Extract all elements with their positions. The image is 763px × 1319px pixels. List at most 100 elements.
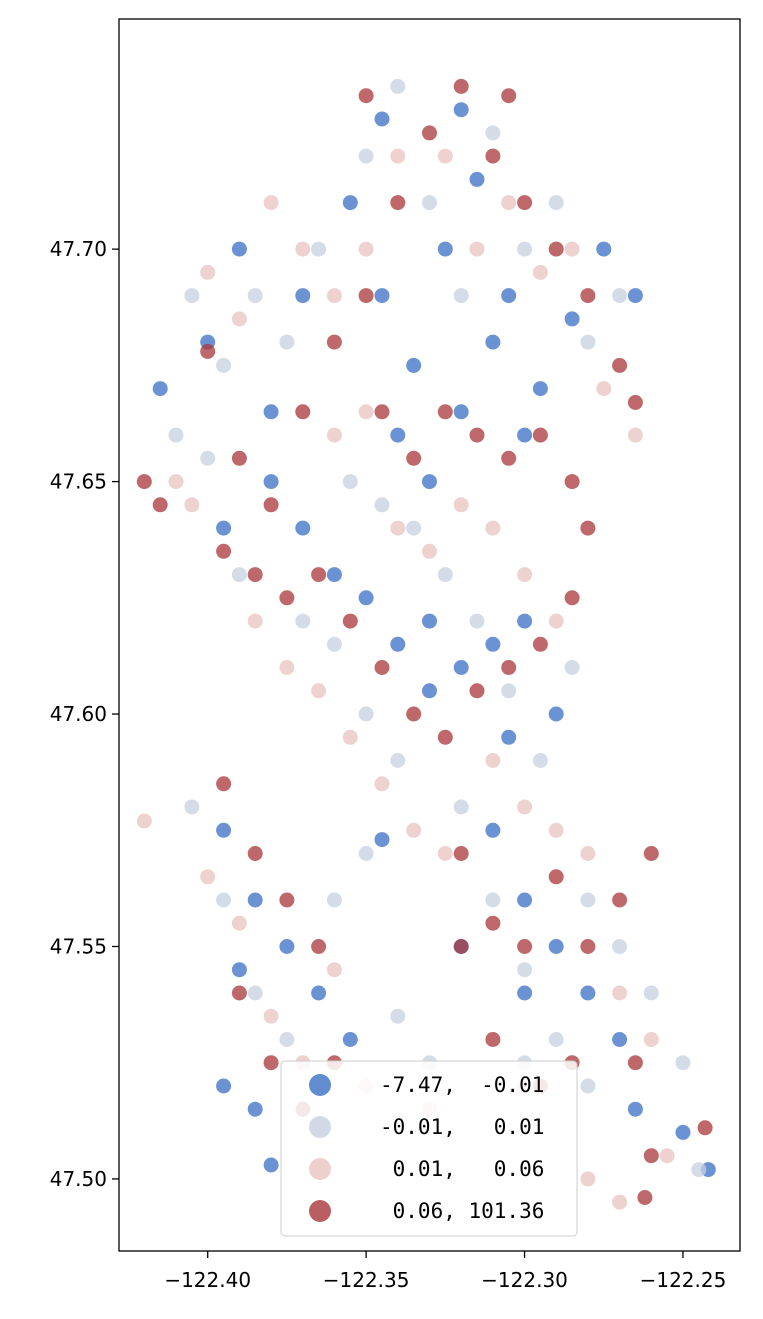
scatter-point-class-4 (469, 683, 485, 699)
scatter-point-class-2 (279, 1032, 295, 1047)
scatter-point-class-1 (295, 520, 311, 536)
scatter-point-class-3 (326, 962, 342, 978)
scatter-point-class-1 (295, 288, 311, 304)
scatter-point-class-4 (564, 590, 580, 606)
scatter-point-class-1 (485, 636, 501, 652)
scatter-point-class-2 (279, 334, 295, 350)
scatter-point-class-3 (168, 474, 184, 490)
scatter-point-class-3 (596, 381, 612, 397)
scatter-point-class-4 (453, 846, 469, 861)
scatter-point-class-1 (247, 1101, 263, 1117)
scatter-point-class-1 (216, 822, 232, 838)
scatter-point-class-2 (216, 892, 232, 908)
scatter-point-class-4 (612, 357, 628, 373)
scatter-point-class-2 (390, 753, 406, 768)
scatter-point-class-1 (485, 334, 501, 350)
scatter-point-class-4 (231, 450, 247, 466)
scatter-point-class-4 (453, 78, 469, 94)
scatter-point-class-4 (564, 474, 580, 490)
scatter-point-class-3 (200, 264, 216, 280)
scatter-point-class-4 (279, 892, 295, 908)
scatter-point-class-1 (548, 706, 564, 722)
scatter-point-class-2 (485, 892, 501, 908)
scatter-point-class-3 (659, 1148, 675, 1164)
scatter-point-class-1 (517, 985, 533, 1001)
scatter-point-class-1 (675, 1124, 691, 1140)
scatter-point-class-1 (263, 474, 279, 490)
scatter-point-class-4 (216, 776, 232, 792)
scatter-point-class-3 (564, 241, 580, 257)
scatter-point-class-2 (675, 1055, 691, 1071)
scatter-point-class-2 (469, 613, 485, 629)
scatter-point-class-2 (216, 357, 232, 373)
scatter-point-class-3 (485, 753, 501, 768)
x-tick-label: −122.40 (164, 1268, 251, 1292)
scatter-point-class-2 (580, 892, 596, 908)
scatter-point-class-4 (422, 125, 437, 141)
scatter-point-class-4 (627, 1055, 643, 1071)
scatter-point-class-1 (152, 381, 168, 397)
scatter-point-class-4 (501, 660, 517, 675)
scatter-point-class-4 (580, 939, 596, 954)
scatter-point-class-1 (231, 241, 247, 257)
scatter-point-class-4 (485, 915, 501, 931)
scatter-point-class-3 (136, 813, 152, 829)
y-tick-label: 47.70 (50, 237, 107, 261)
scatter-point-class-2 (184, 799, 200, 815)
scatter-point-class-3 (453, 497, 469, 513)
legend-marker-class-3 (309, 1158, 331, 1180)
scatter-point-class-1 (390, 636, 406, 652)
scatter-point-class-3 (612, 985, 628, 1001)
scatter-point-class-1 (311, 985, 327, 1001)
scatter-point-class-1 (453, 660, 469, 675)
scatter-point-class-4 (612, 892, 628, 908)
scatter-point-class-4 (342, 613, 358, 629)
legend-label-class-2: -0.01, 0.01 (380, 1115, 544, 1139)
scatter-point-class-3 (580, 846, 596, 861)
x-tick-label: −122.25 (640, 1268, 727, 1292)
scatter-point-class-4 (406, 450, 422, 466)
scatter-point-class-4 (532, 636, 548, 652)
scatter-point-class-3 (247, 613, 263, 629)
legend-label-class-1: -7.47, -0.01 (380, 1073, 544, 1097)
scatter-point-class-3 (263, 195, 279, 211)
scatter-point-class-2 (485, 125, 501, 141)
scatter-point-class-1 (517, 613, 533, 629)
scatter-point-class-1 (453, 102, 469, 118)
scatter-point-class-1 (216, 520, 232, 536)
scatter-point-class-3 (295, 241, 311, 257)
scatter-point-class-4 (548, 241, 564, 257)
scatter-point-class-2 (311, 241, 327, 257)
scatter-point-class-4 (374, 660, 390, 675)
scatter-point-class-1 (501, 729, 517, 745)
scatter-point-class-2 (358, 706, 374, 722)
scatter-point-class-1 (390, 427, 406, 443)
scatter-point-class-1 (485, 822, 501, 838)
scatter-point-class-2 (200, 450, 216, 466)
scatter-point-class-4 (231, 985, 247, 1001)
scatter-point-class-2 (453, 799, 469, 815)
scatter-point-class-4 (295, 404, 311, 420)
scatter-point-class-3 (184, 497, 200, 513)
scatter-point-class-2 (517, 962, 533, 978)
x-tick-label: −122.30 (481, 1268, 568, 1292)
scatter-point-class-3 (326, 288, 342, 304)
scatter-point-class-3 (279, 660, 295, 675)
scatter-point-class-4 (200, 343, 216, 359)
scatter-point-class-1 (216, 1078, 232, 1094)
scatter-point-class-1 (231, 962, 247, 978)
scatter-point-class-2 (326, 892, 342, 908)
scatter-point-class-1 (580, 985, 596, 1001)
scatter-point-class-4 (517, 195, 533, 211)
scatter-point-class-2 (437, 567, 453, 583)
scatter-point-class-4 (216, 543, 232, 559)
scatter-point-class-2 (548, 195, 564, 211)
scatter-point-class-1 (342, 1032, 358, 1047)
scatter-point-class-1 (612, 1032, 628, 1047)
scatter-point-class-2 (612, 288, 628, 304)
scatter-point-class-2 (406, 520, 422, 536)
scatter-point-class-1 (279, 939, 295, 954)
scatter-point-class-3 (612, 1194, 628, 1210)
scatter-point-class-3 (437, 148, 453, 164)
scatter-point-class-2 (390, 1008, 406, 1024)
